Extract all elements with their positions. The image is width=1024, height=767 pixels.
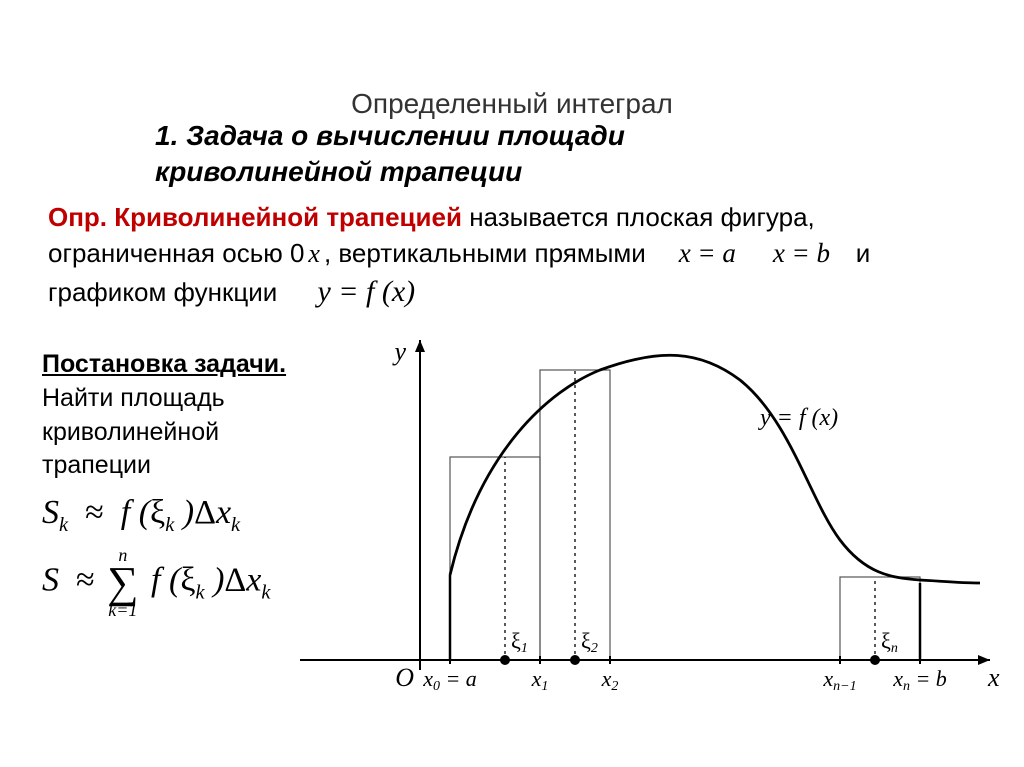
svg-text:xn−1: xn−1 [822,666,856,694]
svg-text:x: x [987,663,1000,692]
riemann-chart: Oy x x0 = a x1 x2 xn−1 xn = b ξ1 ξ2 ξn y = f (x) [280,330,1000,710]
svg-text:ξ1: ξ1 [511,628,528,656]
svg-text:O: O [395,663,414,692]
svg-text:x2: x2 [601,666,619,694]
sum-sigma: n ∑ k=1 [107,546,138,619]
subtitle-line2: криволинейной трапеции [155,156,522,187]
svg-text:y = f (x): y = f (x) [758,405,838,431]
svg-text:x1: x1 [531,666,549,694]
definition-block: Опр. Криволинейной трапецией называется … [48,200,968,312]
problem-statement: Постановка задачи. Найти площадь криволи… [42,348,292,483]
formula-s: S ≈ n ∑ k=1 f (ξk )Δxk [42,546,270,619]
formula-sk: Sk ≈ f (ξk )Δxk [42,494,240,537]
chart-area: Oy x x0 = a x1 x2 xn−1 xn = b ξ1 ξ2 ξn y = f (x) [280,330,1000,710]
svg-text:ξ2: ξ2 [581,628,598,656]
svg-text:y: y [391,337,406,366]
def-prefix: Опр. Криволинейной трапецией [48,202,462,232]
svg-text:x0 = a: x0 = a [422,666,477,694]
page-title: Определенный интеграл [0,88,1024,120]
def-text2: , вертикальными прямыми [324,238,646,268]
ps-heading: Постановка задачи. [42,350,286,378]
svg-text:ξn: ξn [881,628,898,656]
subtitle: 1. Задача о вычислении площади криволине… [155,118,625,191]
subtitle-line1: 1. Задача о вычислении площади [155,120,625,151]
x-eq-b: x = b [769,238,834,268]
func-eq: y = f (x) [313,275,419,308]
ps-line3: трапеции [42,451,151,479]
svg-text:xn = b: xn = b [892,666,947,694]
ps-line2: криволинейной [42,418,219,446]
ps-line1: Найти площадь [42,384,225,412]
axis-var: x [304,239,324,268]
x-eq-a: x = a [675,238,740,268]
